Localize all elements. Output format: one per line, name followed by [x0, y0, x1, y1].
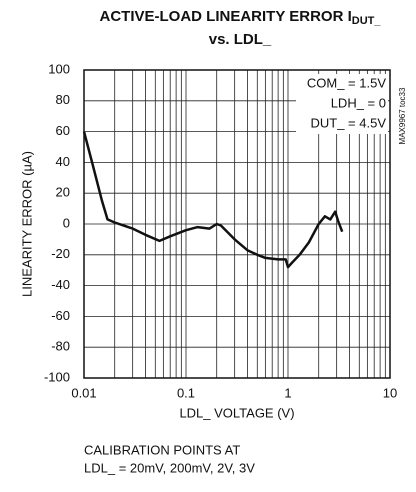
- annotation: DUT_ = 4.5V: [310, 115, 386, 130]
- y-tick-label: 80: [56, 92, 70, 107]
- annotation: LDH_ = 0: [331, 95, 386, 110]
- chart-title-line2: vs. LDL_: [209, 31, 272, 48]
- title-subscript: DUT_: [352, 15, 382, 27]
- y-tick-label: -20: [51, 246, 70, 261]
- plot-frame: [83, 69, 391, 379]
- footnote: CALIBRATION POINTS AT: [84, 442, 240, 457]
- x-tick-label: 1: [284, 385, 291, 400]
- footnote: LDL_ = 20mV, 200mV, 2V, 3V: [84, 460, 255, 475]
- y-tick-label: 100: [48, 61, 70, 76]
- x-tick-label: 0.01: [71, 385, 96, 400]
- x-axis-label: LDL_ VOLTAGE (V): [179, 405, 294, 420]
- y-tick-label: -40: [51, 277, 70, 292]
- x-tick-label: 0.1: [177, 385, 195, 400]
- annotation-box: [296, 74, 388, 134]
- y-tick-label: 20: [56, 185, 70, 200]
- y-tick-label: 40: [56, 154, 70, 169]
- side-note: MAX9967 toc33: [398, 87, 407, 144]
- y-tick-label: -100: [44, 369, 70, 384]
- x-tick-label: 10: [383, 385, 397, 400]
- y-tick-label: 0: [63, 215, 70, 230]
- chart-title: ACTIVE-LOAD LINEARITY ERROR IDUT_: [100, 8, 382, 27]
- data-line: [82, 131, 344, 269]
- title-main: ACTIVE-LOAD LINEARITY ERROR I: [100, 8, 352, 25]
- y-tick-label: -60: [51, 308, 70, 323]
- y-tick-label: 60: [56, 123, 70, 138]
- y-axis-label: LINEARITY ERROR (µA): [19, 151, 34, 297]
- y-tick-label: -80: [51, 339, 70, 354]
- annotation: COM_ = 1.5V: [307, 75, 386, 90]
